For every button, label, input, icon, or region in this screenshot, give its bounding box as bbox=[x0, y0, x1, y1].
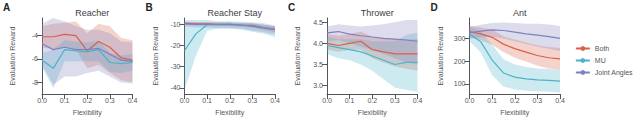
svg-text:3.0: 3.0 bbox=[313, 82, 323, 89]
svg-text:100: 100 bbox=[454, 80, 466, 87]
svg-text:Ant: Ant bbox=[513, 8, 527, 18]
svg-text:-20: -20 bbox=[170, 42, 180, 49]
svg-text:0.0: 0.0 bbox=[465, 97, 475, 104]
svg-text:-8: -8 bbox=[32, 79, 38, 86]
svg-text:Both: Both bbox=[595, 45, 610, 52]
svg-text:0.1: 0.1 bbox=[60, 97, 70, 104]
svg-text:MU: MU bbox=[595, 57, 606, 64]
svg-text:0.2: 0.2 bbox=[367, 97, 377, 104]
svg-text:Evaluation Reward: Evaluation Reward bbox=[437, 27, 444, 86]
svg-text:Flexibility: Flexibility bbox=[358, 109, 387, 117]
svg-text:0.2: 0.2 bbox=[225, 97, 235, 104]
svg-text:0.1: 0.1 bbox=[202, 97, 212, 104]
svg-text:3.5: 3.5 bbox=[313, 61, 323, 68]
svg-text:Thrower: Thrower bbox=[361, 8, 394, 18]
svg-text:Evaluation Reward: Evaluation Reward bbox=[9, 27, 16, 86]
svg-text:Evaluation Reward: Evaluation Reward bbox=[294, 27, 301, 86]
svg-text:300: 300 bbox=[454, 35, 466, 42]
svg-text:0.2: 0.2 bbox=[82, 97, 92, 104]
svg-text:0.3: 0.3 bbox=[390, 97, 400, 104]
svg-text:0.0: 0.0 bbox=[322, 97, 332, 104]
svg-text:0.3: 0.3 bbox=[533, 97, 543, 104]
svg-text:C: C bbox=[288, 2, 295, 13]
svg-text:A: A bbox=[3, 2, 10, 13]
svg-text:-6: -6 bbox=[32, 55, 38, 62]
svg-text:0.2: 0.2 bbox=[510, 97, 520, 104]
svg-text:0.4: 0.4 bbox=[270, 97, 280, 104]
svg-text:4.0: 4.0 bbox=[313, 40, 323, 47]
svg-text:Reacher Stay: Reacher Stay bbox=[207, 8, 262, 18]
svg-text:Evaluation Reward: Evaluation Reward bbox=[152, 27, 159, 86]
svg-text:0.1: 0.1 bbox=[345, 97, 355, 104]
svg-text:Flexibility: Flexibility bbox=[500, 109, 529, 117]
svg-text:D: D bbox=[431, 2, 438, 13]
svg-text:200: 200 bbox=[454, 58, 466, 65]
svg-text:0.1: 0.1 bbox=[487, 97, 497, 104]
svg-text:0.0: 0.0 bbox=[180, 97, 190, 104]
svg-text:0.3: 0.3 bbox=[248, 97, 258, 104]
svg-text:0.4: 0.4 bbox=[413, 97, 423, 104]
svg-text:-4: -4 bbox=[32, 32, 38, 39]
svg-text:-40: -40 bbox=[170, 84, 180, 91]
svg-text:-10: -10 bbox=[170, 21, 180, 28]
svg-text:0.4: 0.4 bbox=[555, 97, 565, 104]
svg-text:0.3: 0.3 bbox=[105, 97, 115, 104]
svg-text:4.5: 4.5 bbox=[313, 19, 323, 26]
svg-text:0.0: 0.0 bbox=[37, 97, 47, 104]
svg-text:Reacher: Reacher bbox=[75, 8, 109, 18]
svg-text:Flexibility: Flexibility bbox=[215, 109, 244, 117]
svg-text:B: B bbox=[146, 2, 153, 13]
svg-text:Flexibility: Flexibility bbox=[73, 109, 102, 117]
svg-text:0.4: 0.4 bbox=[128, 97, 138, 104]
svg-text:Joint Angles: Joint Angles bbox=[595, 69, 633, 77]
svg-text:-30: -30 bbox=[170, 63, 180, 70]
